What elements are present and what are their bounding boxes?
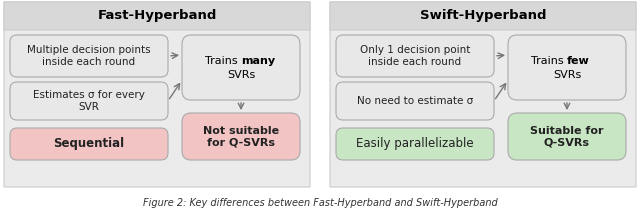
Text: SVRs: SVRs [227,70,255,80]
FancyBboxPatch shape [10,128,168,160]
Text: SVRs: SVRs [553,70,581,80]
Text: Fast-Hyperband: Fast-Hyperband [97,10,217,22]
Text: Only 1 decision point
inside each round: Only 1 decision point inside each round [360,45,470,67]
Text: Figure 2: Key differences between Fast-Hyperband and Swift-Hyperband: Figure 2: Key differences between Fast-H… [143,198,497,208]
Text: Estimates σ for every
SVR: Estimates σ for every SVR [33,90,145,112]
FancyBboxPatch shape [4,2,310,30]
Text: Easily parallelizable: Easily parallelizable [356,138,474,151]
FancyBboxPatch shape [182,35,300,100]
Text: Trains: Trains [205,56,241,66]
FancyBboxPatch shape [508,113,626,160]
FancyBboxPatch shape [336,82,494,120]
FancyBboxPatch shape [336,35,494,77]
Text: Multiple decision points
inside each round: Multiple decision points inside each rou… [27,45,151,67]
Text: Trains: Trains [531,56,567,66]
FancyBboxPatch shape [336,128,494,160]
Text: Sequential: Sequential [53,138,125,151]
Text: No need to estimate σ: No need to estimate σ [357,96,473,106]
FancyBboxPatch shape [10,35,168,77]
FancyBboxPatch shape [4,2,310,187]
Text: Suitable for
Q-SVRs: Suitable for Q-SVRs [531,126,604,147]
FancyBboxPatch shape [330,2,636,187]
FancyBboxPatch shape [508,35,626,100]
FancyBboxPatch shape [182,113,300,160]
FancyBboxPatch shape [330,2,636,30]
Text: Not suitable
for Q-SVRs: Not suitable for Q-SVRs [203,126,279,147]
FancyBboxPatch shape [10,82,168,120]
Text: Swift-Hyperband: Swift-Hyperband [420,10,547,22]
Text: few: few [567,56,589,66]
Text: many: many [241,56,275,66]
